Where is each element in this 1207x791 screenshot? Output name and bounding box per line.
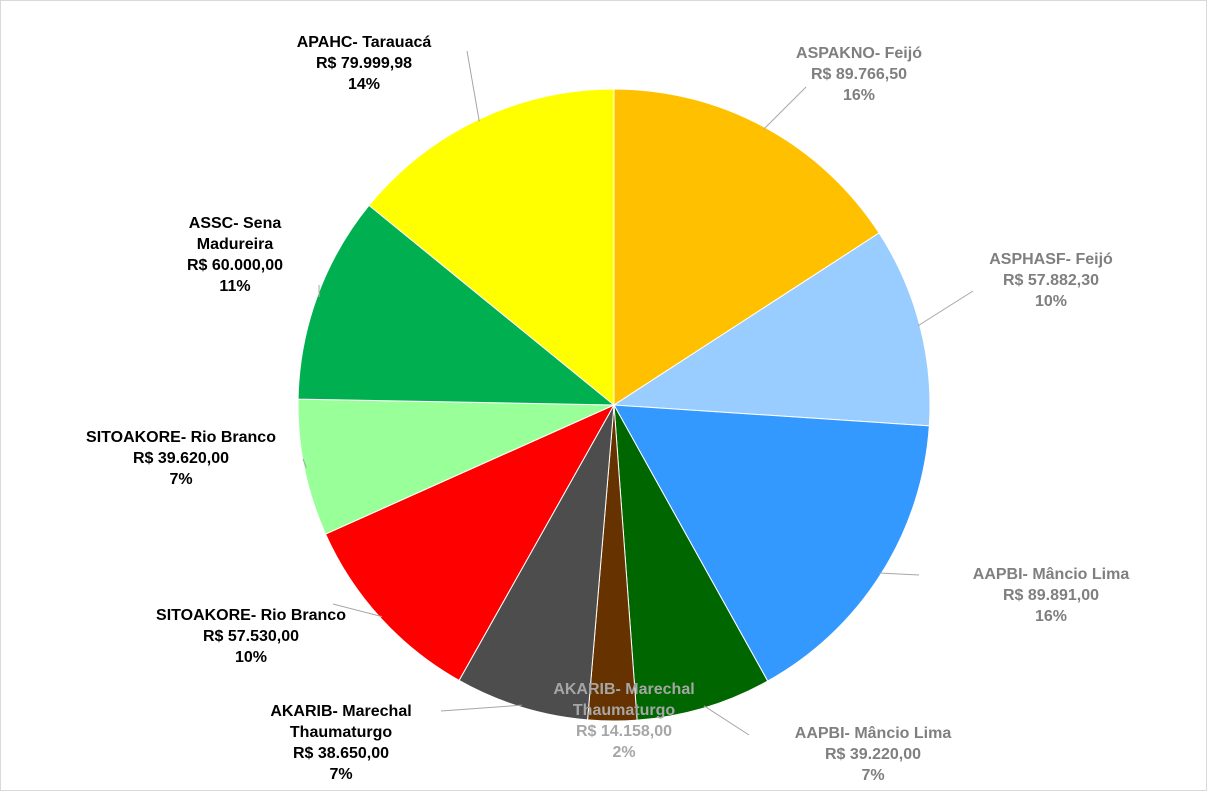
data-label: ASPHASF- Feijó R$ 57.882,30 10% (961, 249, 1141, 312)
category-label: SITOAKORE- Rio Branco (86, 429, 276, 446)
data-label: AAPBI- Mâncio Lima R$ 39.220,00 7% (773, 723, 973, 786)
value-label: R$ 60.000,00 (186, 257, 284, 274)
leader-line (917, 290, 974, 327)
percent-label: 7% (329, 766, 353, 783)
category-label: ASPHASF- Feijó (989, 251, 1113, 268)
data-label: AAPBI- Mâncio Lima R$ 89.891,00 16% (951, 564, 1151, 627)
value-label: R$ 39.620,00 (132, 450, 230, 467)
percent-label: 2% (612, 744, 636, 761)
percent-label: 10% (1034, 293, 1068, 310)
category-label: AKARIB- Marechal Thaumaturgo (270, 703, 412, 741)
pie-slice (613, 404, 930, 682)
leader-line (763, 86, 807, 130)
category-label: AAPBI- Mâncio Lima (794, 725, 952, 742)
leader-line (703, 705, 750, 736)
value-label: R$ 57.882,30 (1002, 272, 1100, 289)
category-label: ASPAKNO- Feijó (796, 45, 922, 62)
leader-line (302, 458, 307, 468)
leader-line (332, 603, 383, 618)
percent-label: 16% (1034, 608, 1068, 625)
pie-slice (612, 232, 931, 427)
pie-slice (613, 404, 769, 721)
data-label: AKARIB- Marechal Thaumaturgo R$ 38.650,00… (241, 701, 441, 785)
data-label: ASPAKNO- Feijó R$ 89.766,50 16% (759, 43, 959, 106)
category-label: AAPBI- Mâncio Lima (972, 566, 1130, 583)
leader-line (466, 50, 480, 122)
data-label: ASSC- Sena Madureira R$ 60.000,00 11% (160, 213, 310, 297)
data-label: SITOAKORE- Rio Branco R$ 57.530,00 10% (156, 605, 346, 668)
category-label: ASSC- Sena Madureira (188, 215, 282, 253)
pie-slice (324, 403, 616, 682)
data-label: APAHC- Tarauacá R$ 79.999,98 14% (264, 32, 464, 95)
data-label: SITOAKORE- Rio Branco R$ 39.620,00 7% (81, 427, 281, 490)
leader-line (879, 572, 920, 576)
percent-label: 16% (842, 87, 876, 104)
value-label: R$ 89.766,50 (810, 66, 908, 83)
category-label: APAHC- Tarauacá (296, 34, 432, 51)
pie-slice (613, 88, 880, 406)
percent-label: 10% (234, 649, 268, 666)
percent-label: 14% (347, 76, 381, 93)
value-label: R$ 57.530,00 (202, 628, 300, 645)
pie-slice (368, 88, 615, 407)
category-label: AKARIB- Marechal Thaumaturgo (553, 681, 695, 719)
value-label: R$ 79.999,98 (315, 55, 413, 72)
percent-label: 7% (861, 767, 885, 784)
pie-slice (297, 398, 615, 535)
percent-label: 11% (219, 278, 251, 295)
value-label: R$ 89.891,00 (1002, 587, 1100, 604)
value-label: R$ 39.220,00 (824, 746, 922, 763)
pie-slice (458, 404, 615, 721)
leader-line (440, 704, 522, 712)
category-label: SITOAKORE- Rio Branco (156, 607, 346, 624)
value-label: R$ 14.158,00 (575, 723, 673, 740)
pie-slice (297, 204, 616, 406)
data-label: AKARIB- Marechal Thaumaturgo R$ 14.158,00… (529, 679, 719, 763)
percent-label: 7% (169, 471, 193, 488)
value-label: R$ 38.650,00 (292, 745, 390, 762)
